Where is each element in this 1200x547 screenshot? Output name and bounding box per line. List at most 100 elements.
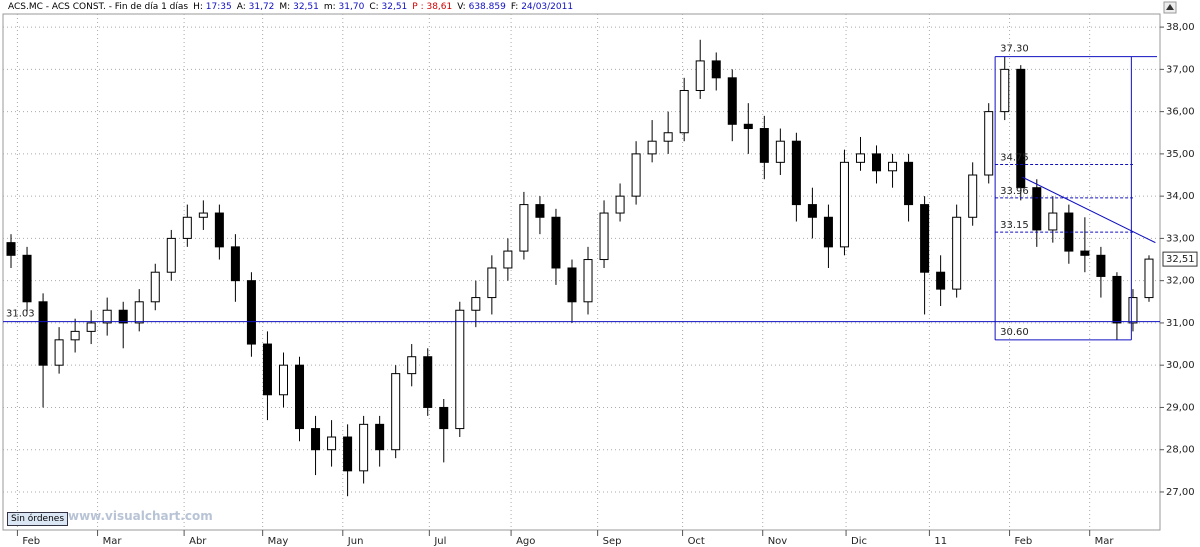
candle-body <box>375 423 385 451</box>
y-tick-label: 27,00 <box>1166 487 1195 498</box>
candle-body <box>599 212 609 261</box>
level-label: 33.15 <box>1000 220 1029 231</box>
candle-body <box>6 242 16 256</box>
y-tick-label: 28,00 <box>1166 445 1195 456</box>
header-value: 31,72 <box>248 2 275 12</box>
x-tick-label: Dic <box>851 536 867 547</box>
candle-body <box>503 250 513 269</box>
candle-body <box>230 246 240 282</box>
candle-body <box>22 254 32 303</box>
candle-body <box>86 322 96 332</box>
candle-body <box>391 373 401 451</box>
candle-body <box>631 153 641 197</box>
support-label: 31.03 <box>6 309 35 320</box>
x-tick-label: May <box>268 536 289 547</box>
y-tick-label: 37,00 <box>1166 64 1195 75</box>
box-top-label: 37.30 <box>1000 44 1029 55</box>
orders-button[interactable]: Sin órdenes <box>7 512 69 526</box>
candle-body <box>679 89 689 134</box>
header-label: M: <box>279 2 291 12</box>
candle-body <box>311 428 321 451</box>
candle-body <box>150 271 160 303</box>
candle-body <box>118 309 128 324</box>
candle-body <box>583 259 593 303</box>
header-label: P : <box>412 2 424 12</box>
candle-body <box>855 153 865 163</box>
candle-body <box>936 271 946 290</box>
candle-body <box>743 123 753 130</box>
candle-body <box>759 128 769 163</box>
header-label: H: <box>193 2 203 12</box>
header-field: m: 31,70 <box>324 0 364 14</box>
y-tick-label: 30,00 <box>1166 360 1195 371</box>
candle-body <box>198 212 208 218</box>
candle-body <box>775 140 785 163</box>
header-value: 17:35 <box>205 2 232 12</box>
candle-body <box>246 280 256 345</box>
x-tick-label: Feb <box>22 536 40 547</box>
header-field: H: 17:35 <box>193 0 232 14</box>
watermark: www.visualchart.com <box>68 509 213 523</box>
header-value: 38,61 <box>426 2 453 12</box>
x-tick-label: Mar <box>1095 536 1115 547</box>
header-field: F: 24/03/2011 <box>511 0 573 14</box>
candle-body <box>1112 275 1122 324</box>
header-label: V: <box>457 2 466 12</box>
candle-body <box>791 140 801 206</box>
candle-body <box>823 216 833 248</box>
x-tick-label: Jul <box>433 536 446 547</box>
candle-body <box>1016 68 1026 189</box>
candle-body <box>615 195 625 214</box>
candle-body <box>695 60 705 91</box>
candle-body <box>327 436 337 451</box>
price-tag <box>1162 251 1198 267</box>
header-value: 32,51 <box>381 2 408 12</box>
candle-body <box>439 406 449 430</box>
y-tick-label: 32,00 <box>1166 276 1195 287</box>
header: ACS.MC - ACS CONST. - Fin de día 1 días H… <box>0 0 1160 14</box>
header-field: C: 32,51 <box>369 0 407 14</box>
candle-body <box>1128 297 1138 324</box>
candle-body <box>711 60 721 79</box>
candle-body <box>278 364 288 396</box>
header-value: 32,51 <box>293 2 319 12</box>
header-label: C: <box>369 2 379 12</box>
candle-body <box>343 436 353 472</box>
header-value: 24/03/2011 <box>521 2 574 12</box>
plot-area <box>2 13 1161 531</box>
candle-body <box>407 356 417 375</box>
header-value: 638.859 <box>468 2 506 12</box>
candle-body <box>888 161 898 172</box>
header-field: M: 32,51 <box>279 0 318 14</box>
header-label: F: <box>510 2 519 12</box>
candle-body <box>567 267 577 303</box>
candle-body <box>262 343 272 396</box>
level-label: 33.96 <box>1000 186 1029 197</box>
header-field: A: 31,72 <box>237 0 275 14</box>
candle-body <box>359 423 369 472</box>
y-tick-label: 29,00 <box>1166 402 1195 413</box>
header-field: P : 38,61 <box>412 0 452 14</box>
candle-body <box>920 204 930 273</box>
candle-body <box>70 330 80 341</box>
header-field: V: 638.859 <box>457 0 506 14</box>
x-tick-label: Ago <box>516 536 535 547</box>
candle-body <box>182 216 192 239</box>
candle-body <box>904 161 914 206</box>
y-tick-label: 34,00 <box>1166 191 1195 202</box>
level-label: 34.75 <box>1000 152 1029 163</box>
candle-body <box>1000 68 1010 113</box>
candle-body <box>487 267 497 299</box>
candle-body <box>535 204 545 218</box>
x-tick-label: Sep <box>603 536 622 547</box>
y-tick-label: 38,00 <box>1166 22 1195 33</box>
y-tick-label: 31,00 <box>1166 318 1195 329</box>
x-tick-label: Jun <box>347 536 364 547</box>
x-tick-label: Feb <box>1015 536 1033 547</box>
header-label: m: <box>323 2 336 12</box>
candle-body <box>984 111 994 176</box>
x-tick-label: Mar <box>103 536 123 547</box>
candle-body <box>839 161 849 248</box>
y-tick-label: 33,00 <box>1166 233 1195 244</box>
